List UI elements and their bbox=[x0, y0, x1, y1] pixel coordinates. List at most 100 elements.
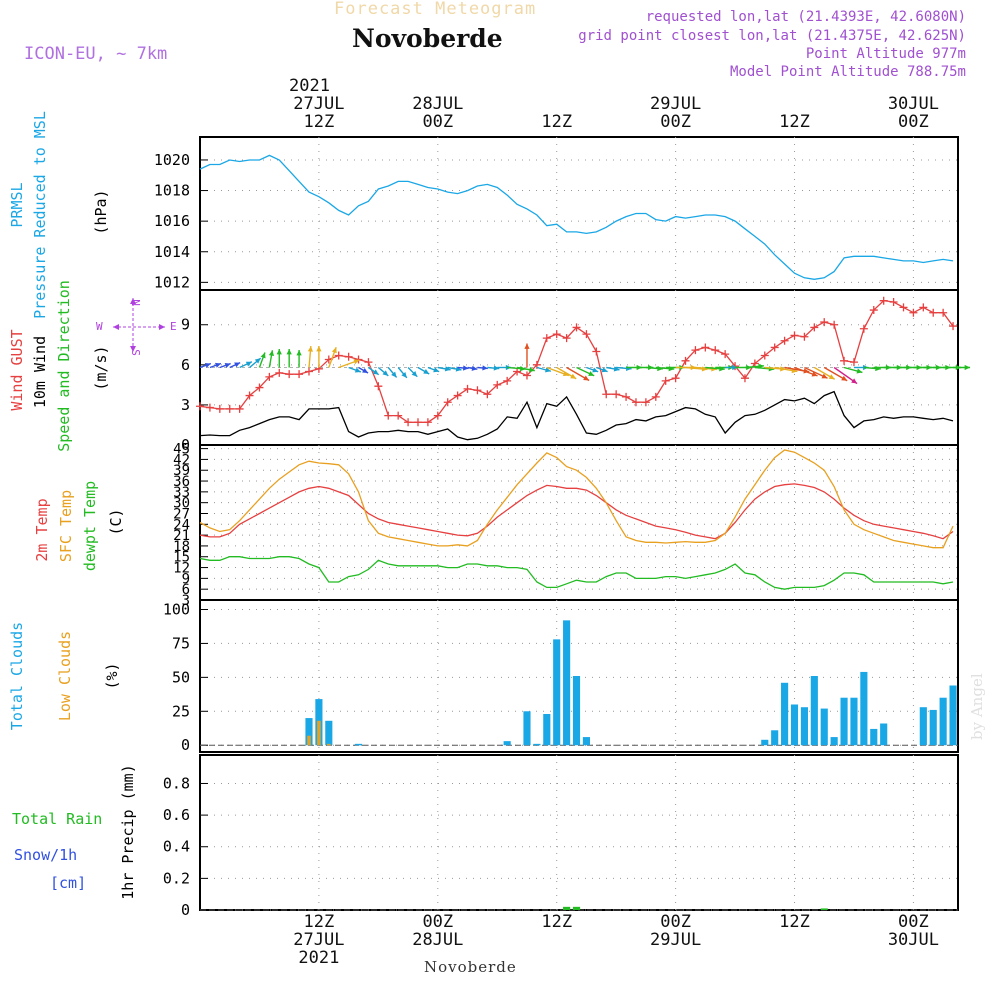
wind-arrow-head bbox=[372, 369, 379, 375]
temp-ytick-label: 27 bbox=[173, 506, 190, 522]
clouds-bar bbox=[949, 685, 957, 746]
gust-marker bbox=[433, 411, 442, 420]
bottom-time-label: 30JUL bbox=[887, 930, 939, 950]
wind-arrow-head bbox=[316, 346, 322, 352]
top-hour-label: 12Z bbox=[541, 112, 573, 132]
clouds-bar bbox=[840, 697, 848, 746]
wind-arrow-head bbox=[331, 347, 337, 354]
precip-bar bbox=[820, 908, 828, 910]
gust-marker bbox=[929, 308, 938, 317]
precip-bar bbox=[563, 906, 571, 910]
wind-arrow-head bbox=[362, 368, 369, 373]
bottom-time-label: 00Z bbox=[422, 912, 454, 932]
gust-marker bbox=[592, 347, 601, 356]
top-date-label: 28JUL bbox=[412, 94, 464, 114]
point-altitude: Point Altitude 977m bbox=[805, 46, 966, 62]
wind-arrow-head bbox=[856, 368, 863, 374]
bottom-time-label: 12Z bbox=[779, 912, 810, 932]
wind-arrow-head bbox=[382, 370, 389, 376]
clouds-bar bbox=[533, 743, 541, 746]
gust-marker bbox=[275, 368, 284, 377]
compass-w-label: W bbox=[96, 320, 103, 333]
footer-location: Novoberde bbox=[424, 958, 517, 976]
top-hour-label: 00Z bbox=[422, 112, 454, 132]
temp-series-2m-temp bbox=[199, 483, 954, 540]
wind-arrow-head bbox=[625, 365, 632, 371]
clouds-ytick-label: 50 bbox=[172, 668, 190, 686]
gust-marker bbox=[681, 356, 690, 365]
gust-marker bbox=[889, 298, 898, 307]
gust-marker bbox=[205, 403, 214, 412]
wind-arrow-head bbox=[401, 372, 407, 378]
wind-arrow-head bbox=[268, 350, 275, 357]
gust-marker bbox=[820, 318, 829, 327]
wind-arrow-head bbox=[296, 350, 302, 356]
gust-marker bbox=[800, 332, 809, 341]
wind-arrow-head bbox=[583, 375, 590, 381]
wind-arrow-head bbox=[224, 362, 231, 368]
wind-arrow-head bbox=[286, 349, 292, 355]
requested-lonlat: requested lon,lat (21.4393E, 42.6080N) bbox=[645, 9, 966, 25]
precip-ytick-label: 0.8 bbox=[163, 774, 190, 792]
wind-series-wind-gust bbox=[199, 300, 954, 423]
gust-marker bbox=[572, 323, 581, 332]
top-year-label: 2021 bbox=[289, 76, 330, 96]
gust-marker bbox=[304, 367, 313, 376]
compass-e-label: E bbox=[170, 320, 177, 333]
wind-arrow-head bbox=[353, 359, 360, 365]
clouds-bar bbox=[919, 707, 927, 746]
clouds-bar bbox=[327, 743, 331, 746]
clouds-ytick-label: 0 bbox=[181, 736, 190, 754]
clouds-bar bbox=[317, 720, 321, 746]
gust-marker bbox=[552, 330, 561, 339]
clouds-bar bbox=[523, 711, 531, 746]
temp-ytick-label: 3 bbox=[182, 593, 190, 609]
gust-marker bbox=[443, 398, 452, 407]
gust-marker bbox=[463, 384, 472, 393]
wind-ytick-label: 6 bbox=[181, 356, 190, 374]
bottom-time-label: 28JUL bbox=[412, 930, 464, 950]
clouds-bar bbox=[810, 676, 818, 746]
temp-ytick-label: 33 bbox=[173, 485, 190, 501]
gust-marker bbox=[404, 418, 413, 427]
gust-marker bbox=[374, 382, 383, 391]
gust-marker bbox=[453, 391, 462, 400]
gust-marker bbox=[780, 336, 789, 345]
gust-marker bbox=[830, 320, 839, 329]
wind-arrow-head bbox=[391, 371, 397, 378]
wind-arrow-head bbox=[444, 366, 451, 372]
temp-ytick-label: 36 bbox=[173, 474, 190, 490]
gust-marker bbox=[919, 303, 928, 312]
gust-marker bbox=[701, 343, 710, 352]
total-rain-label: Total Rain bbox=[12, 810, 103, 828]
clouds-bar bbox=[830, 737, 838, 746]
wind-ytick-label: 9 bbox=[181, 316, 190, 334]
wind-arrow-head bbox=[851, 378, 858, 384]
wind-arrow-head bbox=[964, 364, 971, 371]
precip-ytick-label: 0.4 bbox=[163, 838, 190, 856]
gust-marker bbox=[671, 374, 680, 383]
gust-marker bbox=[265, 372, 274, 381]
gust-marker bbox=[691, 346, 700, 355]
bottom-time-label: 00Z bbox=[898, 912, 929, 932]
clouds-bar bbox=[563, 620, 571, 746]
gust-marker bbox=[949, 322, 958, 331]
wind-arrow-head bbox=[811, 371, 818, 377]
bottom-time-label: 2021 bbox=[298, 948, 340, 968]
clouds-ytick-label: 75 bbox=[172, 634, 190, 652]
wind-arrow-head bbox=[482, 365, 488, 371]
gust-marker bbox=[354, 355, 363, 364]
wind-arrow-head bbox=[455, 366, 462, 372]
clouds-ytick-label: 25 bbox=[172, 702, 190, 720]
gust-marker bbox=[909, 308, 918, 317]
gust-marker bbox=[394, 411, 403, 420]
gust-marker bbox=[334, 351, 343, 360]
clouds-bar bbox=[800, 707, 808, 746]
gust-marker bbox=[582, 330, 591, 339]
temp-ytick-label: 18 bbox=[173, 539, 190, 555]
wind-arrow-head bbox=[204, 362, 211, 368]
clouds-bar bbox=[929, 709, 937, 746]
gust-marker bbox=[522, 371, 531, 380]
clouds-bar bbox=[790, 704, 799, 746]
precip-ytick-label: 0.6 bbox=[163, 806, 190, 824]
